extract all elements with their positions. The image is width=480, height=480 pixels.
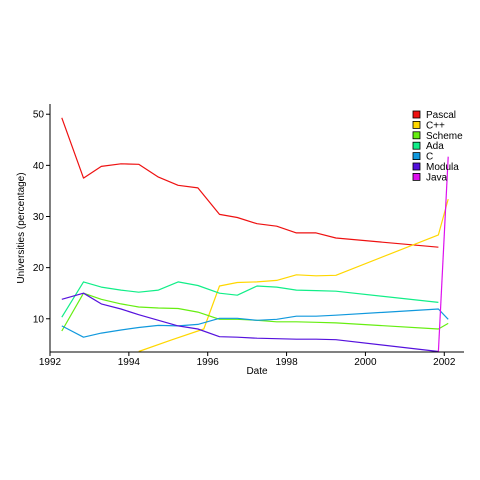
x-tick-label: 1998 bbox=[275, 357, 298, 368]
legend-label: C++ bbox=[426, 120, 445, 131]
legend-swatch bbox=[412, 152, 421, 161]
y-tick-label: 40 bbox=[33, 161, 45, 172]
legend-label: Ada bbox=[426, 141, 444, 152]
series-line-ada bbox=[61, 281, 439, 318]
x-tick-label: 1992 bbox=[39, 357, 62, 368]
series-line-java bbox=[437, 156, 449, 352]
legend-swatch bbox=[412, 162, 421, 171]
series-line-modula bbox=[61, 292, 439, 353]
legend-label: Modula bbox=[426, 162, 459, 173]
y-tick-label: 20 bbox=[33, 263, 45, 274]
legend-label: Java bbox=[426, 172, 448, 183]
x-axis-ticks: 1992 1994 1996 1998 2000 2002 bbox=[39, 352, 456, 368]
x-tick-label: 1996 bbox=[197, 357, 220, 368]
x-axis-label: Date bbox=[246, 366, 268, 377]
legend-swatch bbox=[412, 141, 421, 150]
y-axis-ticks: 10 20 30 40 50 bbox=[33, 110, 50, 325]
legend-swatch bbox=[412, 110, 421, 119]
legend-label: Pascal bbox=[426, 110, 456, 121]
legend-swatch bbox=[412, 131, 421, 140]
y-axis-label: Universities (percentage) bbox=[16, 172, 27, 283]
series-lines bbox=[61, 117, 449, 353]
series-line-scheme bbox=[61, 292, 449, 332]
x-tick-label: 2002 bbox=[433, 357, 456, 368]
legend-swatch bbox=[412, 121, 421, 129]
x-tick-label: 1994 bbox=[118, 357, 141, 368]
series-line-c- bbox=[138, 198, 449, 353]
legend-label: Scheme bbox=[426, 131, 463, 142]
y-tick-label: 10 bbox=[33, 314, 45, 325]
legend-swatch bbox=[412, 172, 421, 181]
series-line-pascal bbox=[61, 117, 439, 248]
legend-label: C bbox=[426, 152, 433, 163]
series-line-c bbox=[61, 308, 449, 338]
y-tick-label: 50 bbox=[33, 110, 45, 121]
x-tick-label: 2000 bbox=[354, 357, 377, 368]
y-tick-label: 30 bbox=[33, 212, 45, 223]
